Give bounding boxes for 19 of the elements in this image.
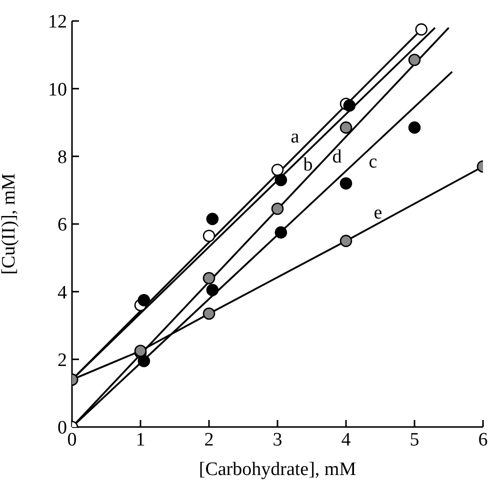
annotation: d [332, 146, 342, 168]
annotation: b [303, 154, 313, 176]
x-axis-title: [Carbohydrate], mM [198, 459, 356, 480]
annotation: c [368, 152, 378, 172]
x-tick-label: 6 [478, 429, 488, 450]
y-tick-label: 4 [58, 282, 68, 304]
annotation: e [374, 202, 382, 224]
x-tick-label: 3 [272, 429, 282, 450]
y-tick-label: 6 [58, 214, 67, 236]
x-tick-label: 1 [136, 429, 146, 450]
y-tick-label: 12 [48, 12, 67, 33]
annotation: a [290, 126, 300, 148]
x-tick-label: 4 [341, 429, 352, 450]
y-tick-label: 10 [48, 79, 67, 100]
y-tick-label: 8 [58, 147, 67, 168]
y-axis-title: [Cu(II)], mM [0, 173, 20, 275]
x-tick-label: 2 [204, 429, 214, 450]
x-tick-label: 5 [410, 429, 420, 450]
y-tick-label: 2 [58, 350, 67, 372]
